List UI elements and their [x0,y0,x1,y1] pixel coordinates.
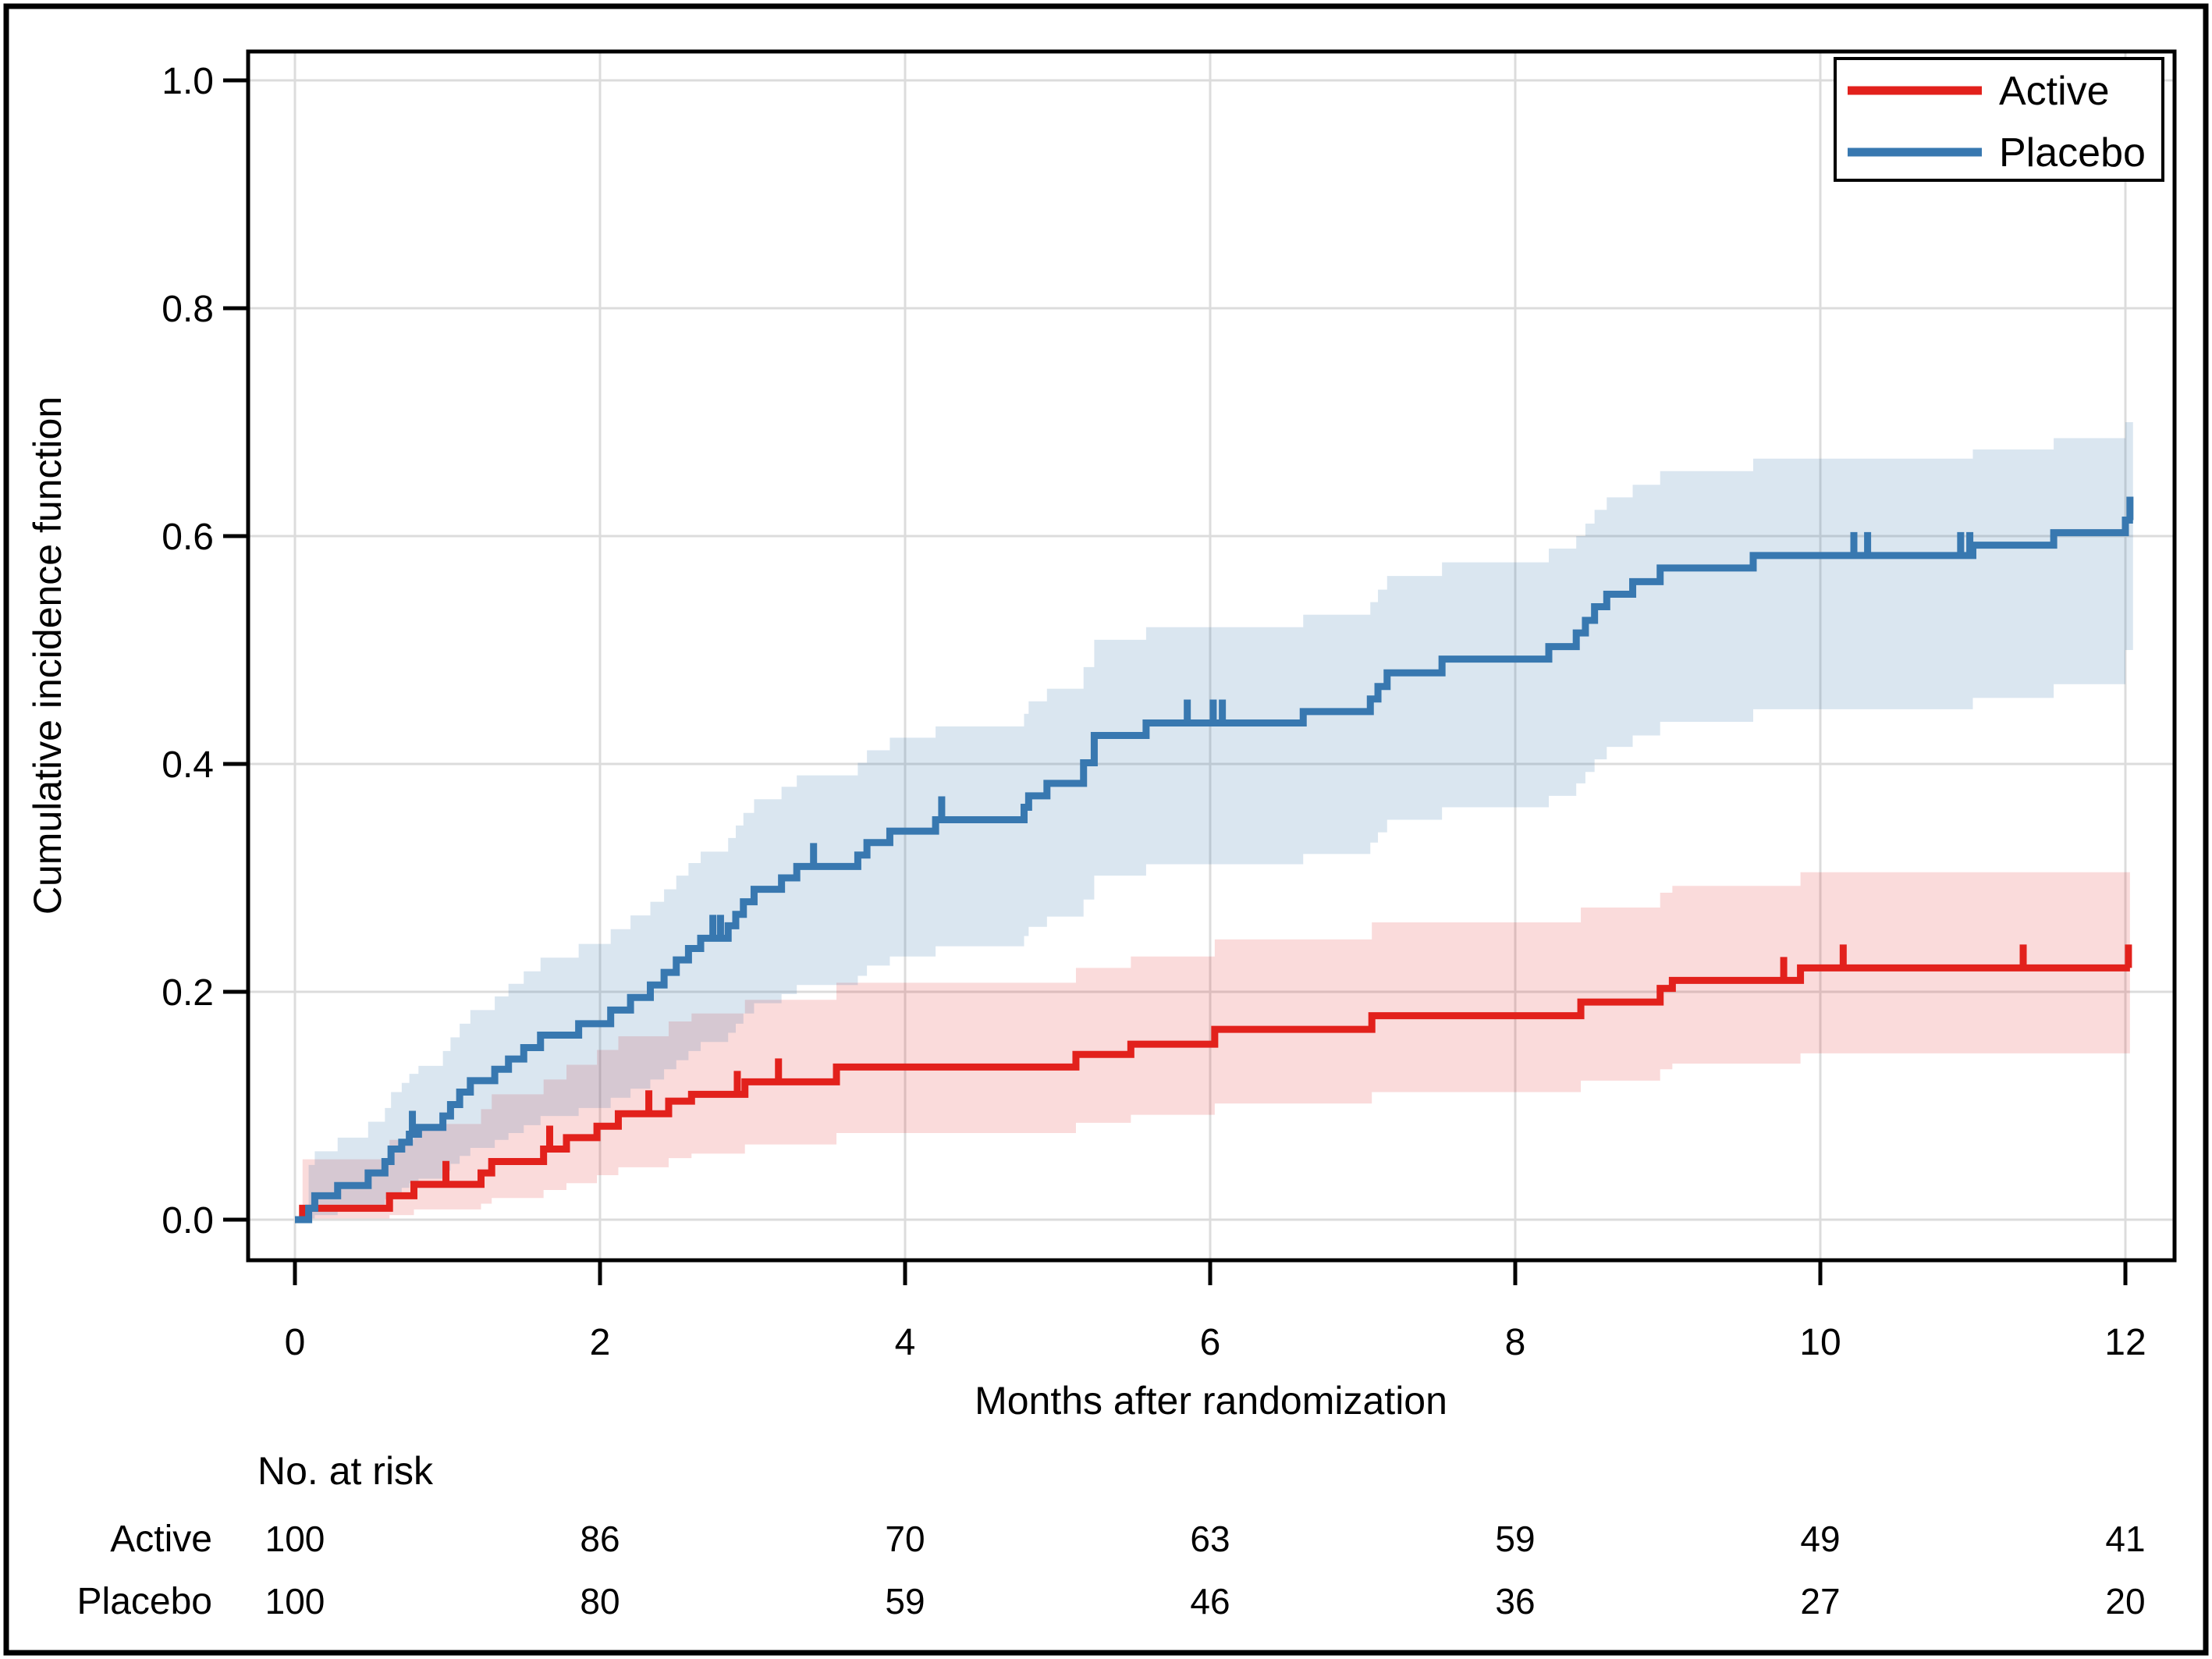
risk-count-placebo: 36 [1495,1581,1535,1622]
risk-table: No. at risk Active Placebo 100 86 70 63 59 49… [77,1449,2146,1622]
risk-row-label-placebo: Placebo [77,1581,212,1622]
risk-count-placebo: 27 [1800,1581,1840,1622]
risk-count-placebo: 100 [265,1581,325,1622]
y-tick-label: 0.0 [162,1200,214,1242]
risk-count-active: 41 [2105,1519,2145,1559]
x-axis-title: Months after randomization [975,1379,1447,1423]
y-tick-label: 0.6 [162,517,214,558]
x-axis-tick-labels: 0 2 4 6 8 10 12 [285,1322,2146,1363]
curves [295,517,2133,1224]
y-tick-label: 1.0 [162,61,214,102]
risk-count-active: 49 [1800,1519,1840,1559]
figure-border [3,3,2209,1656]
gridlines [248,52,2175,1260]
x-tick-label: 12 [2104,1322,2146,1363]
risk-count-placebo: 46 [1190,1581,1230,1622]
y-tick-label: 0.8 [162,289,214,330]
y-tick-label: 0.4 [162,744,214,786]
risk-count-active: 100 [265,1519,325,1559]
x-tick-label: 8 [1505,1322,1526,1363]
risk-count-active: 59 [1495,1519,1535,1559]
risk-count-active: 63 [1190,1519,1230,1559]
x-tick-label: 2 [590,1322,611,1363]
x-axis-ticks [293,1260,2128,1285]
risk-row-label-active: Active [110,1519,212,1560]
y-axis-tick-labels: 0.0 0.2 0.4 0.6 0.8 1.0 [162,61,214,1242]
y-tick-label: 0.2 [162,972,214,1014]
risk-count-placebo: 59 [885,1581,925,1622]
legend: Active Placebo [1834,57,2164,182]
risk-count-placebo: 80 [580,1581,620,1622]
legend-label-placebo: Placebo [1999,130,2146,176]
x-tick-label: 6 [1200,1322,1221,1363]
risk-count-active: 86 [580,1519,620,1559]
risk-counts: 100 86 70 63 59 49 41 100 80 59 46 36 27 20 [265,1519,2146,1622]
risk-count-active: 70 [885,1519,925,1559]
censor-marks [409,496,2134,1185]
risk-count-placebo: 20 [2105,1581,2145,1622]
x-tick-label: 10 [1799,1322,1841,1363]
y-axis-ticks [223,78,248,1222]
ci-band-placebo [308,422,2133,1219]
curve-active [299,964,2130,1224]
x-tick-label: 4 [895,1322,916,1363]
legend-box [1834,57,2164,182]
legend-label-active: Active [1999,69,2110,114]
x-tick-label: 0 [285,1322,306,1363]
risk-table-header: No. at risk [257,1449,434,1493]
curve-placebo [295,517,2133,1224]
y-axis-title: Cumulative incidence function [26,396,69,915]
